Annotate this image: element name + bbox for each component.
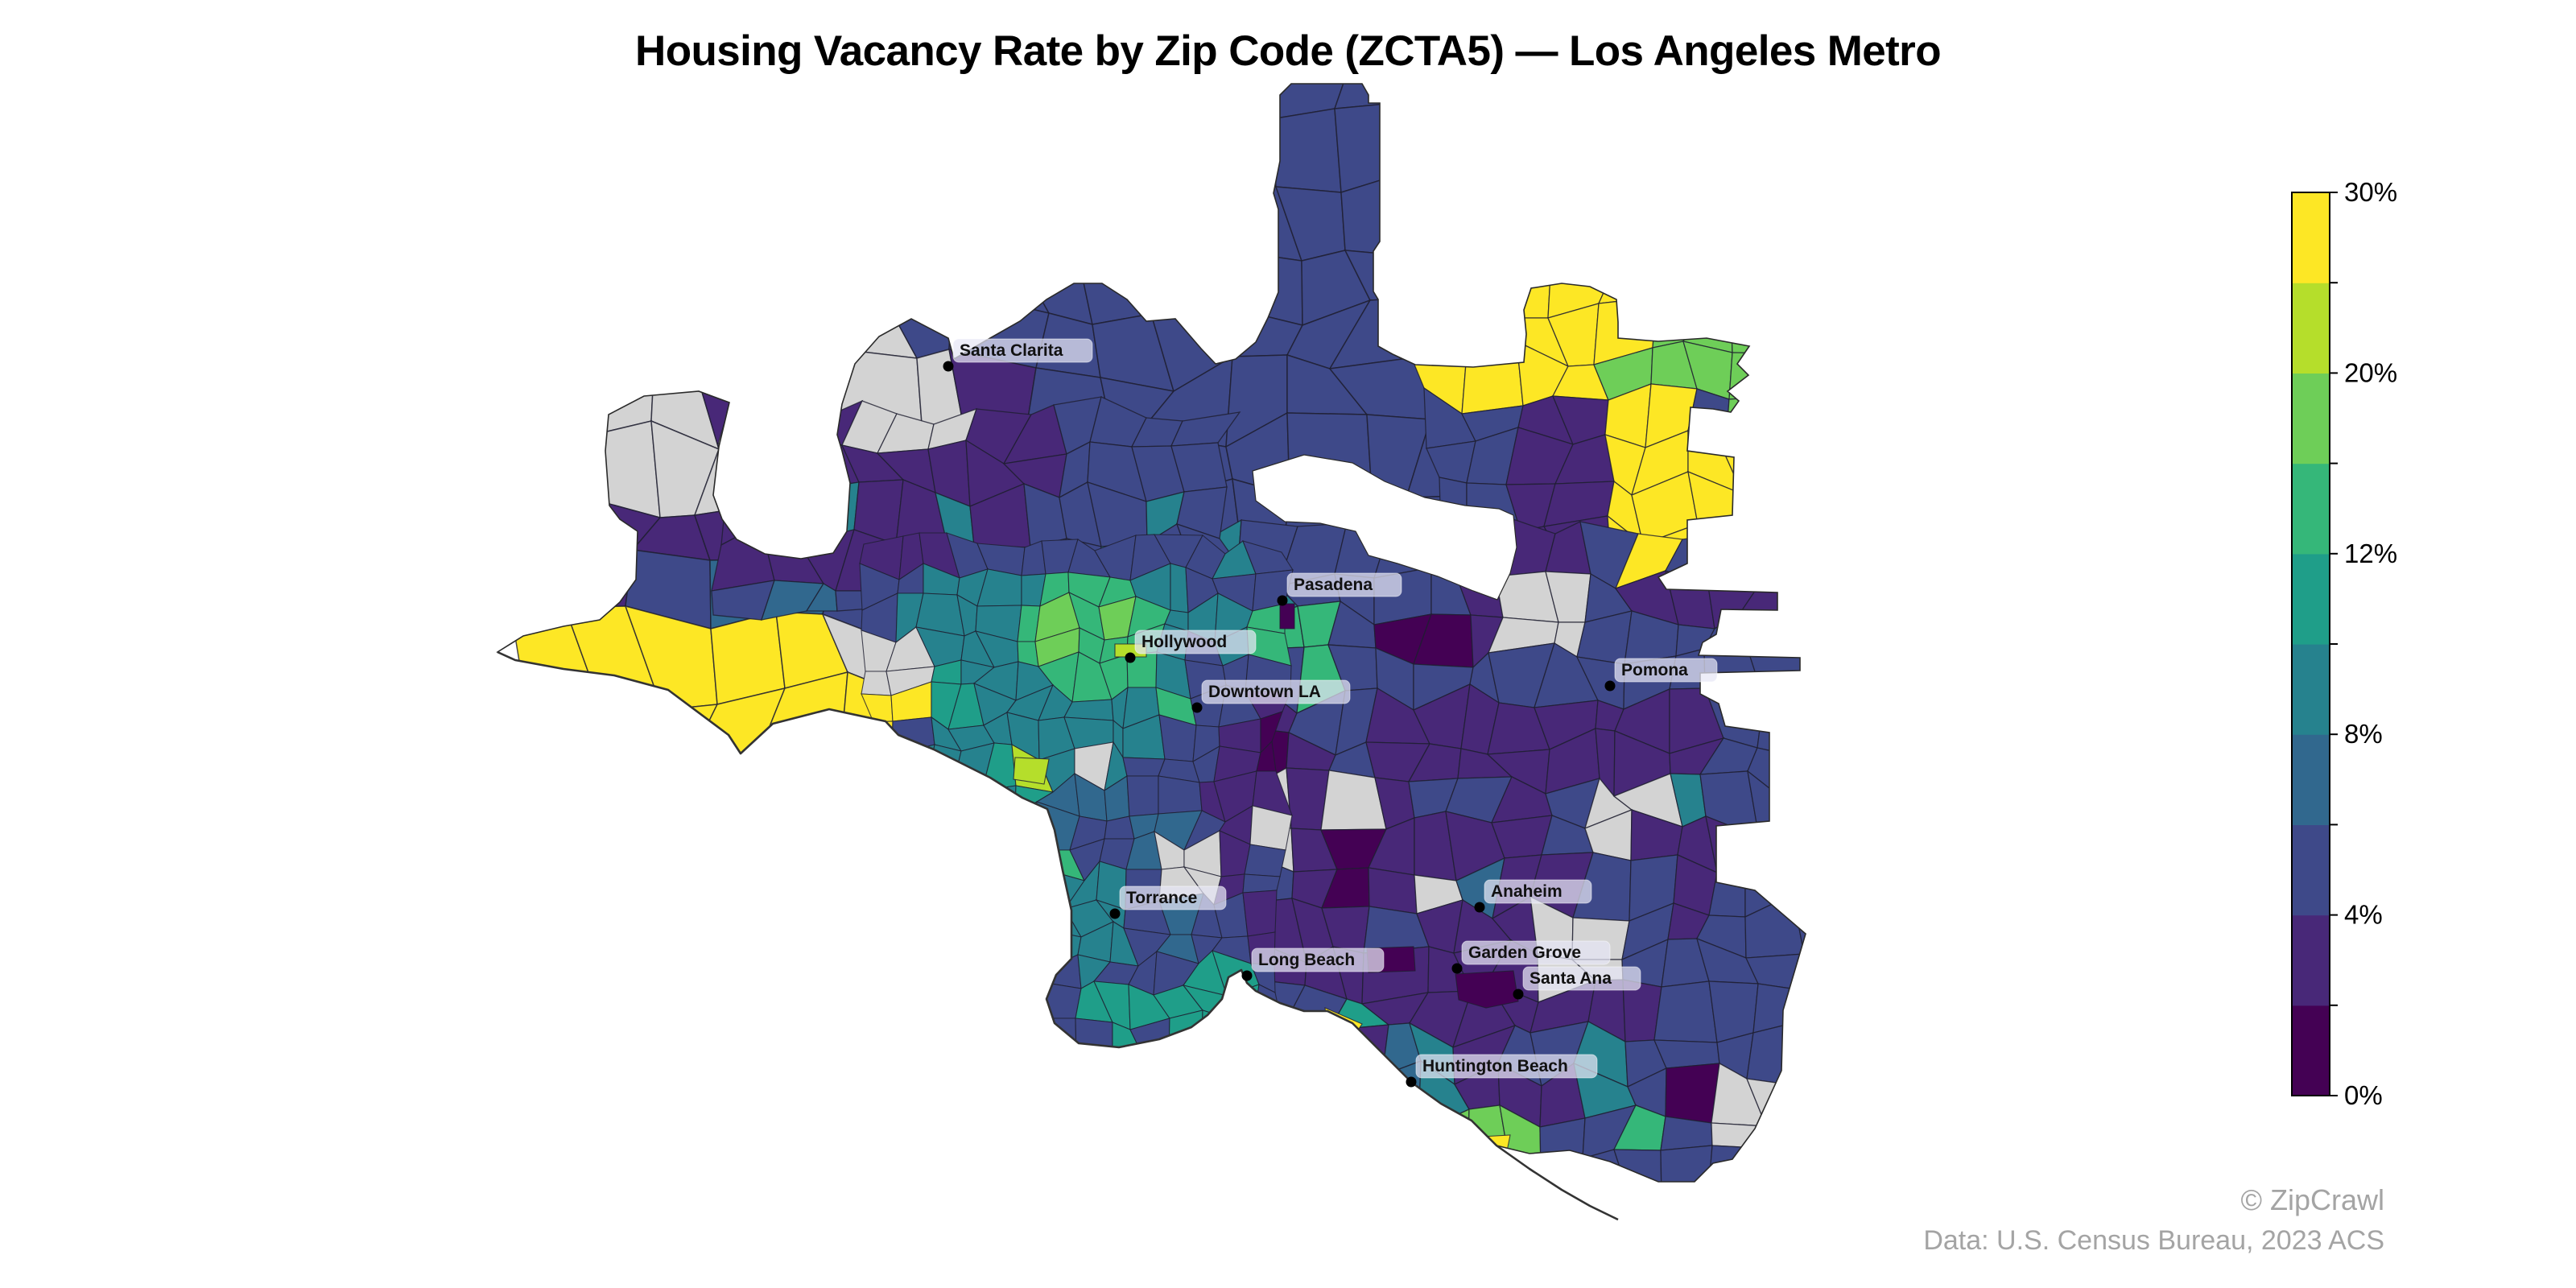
svg-text:0%: 0% <box>2344 1080 2383 1110</box>
svg-text:Pomona: Pomona <box>1621 661 1688 679</box>
svg-text:Data: U.S. Census Bureau, 2023: Data: U.S. Census Bureau, 2023 ACS <box>1923 1225 2384 1256</box>
svg-text:Housing Vacancy Rate by Zip Co: Housing Vacancy Rate by Zip Code (ZCTA5)… <box>635 27 1941 75</box>
svg-text:Pasadena: Pasadena <box>1294 576 1373 594</box>
svg-text:4%: 4% <box>2344 900 2383 930</box>
svg-text:Anaheim: Anaheim <box>1491 882 1563 901</box>
svg-text:Garden Grove: Garden Grove <box>1468 943 1581 962</box>
svg-text:Downtown LA: Downtown LA <box>1208 683 1321 701</box>
svg-text:Santa Clarita: Santa Clarita <box>960 341 1063 360</box>
svg-text:Hollywood: Hollywood <box>1141 633 1227 651</box>
svg-text:12%: 12% <box>2344 539 2397 568</box>
svg-text:© ZipCrawl: © ZipCrawl <box>2240 1183 2384 1216</box>
svg-text:20%: 20% <box>2344 357 2397 387</box>
svg-text:Huntington Beach: Huntington Beach <box>1422 1057 1568 1075</box>
svg-text:Santa Ana: Santa Ana <box>1530 969 1612 988</box>
svg-text:Torrance: Torrance <box>1126 889 1197 907</box>
svg-text:Long Beach: Long Beach <box>1258 951 1355 969</box>
svg-text:30%: 30% <box>2344 177 2397 207</box>
svg-text:8%: 8% <box>2344 719 2383 749</box>
